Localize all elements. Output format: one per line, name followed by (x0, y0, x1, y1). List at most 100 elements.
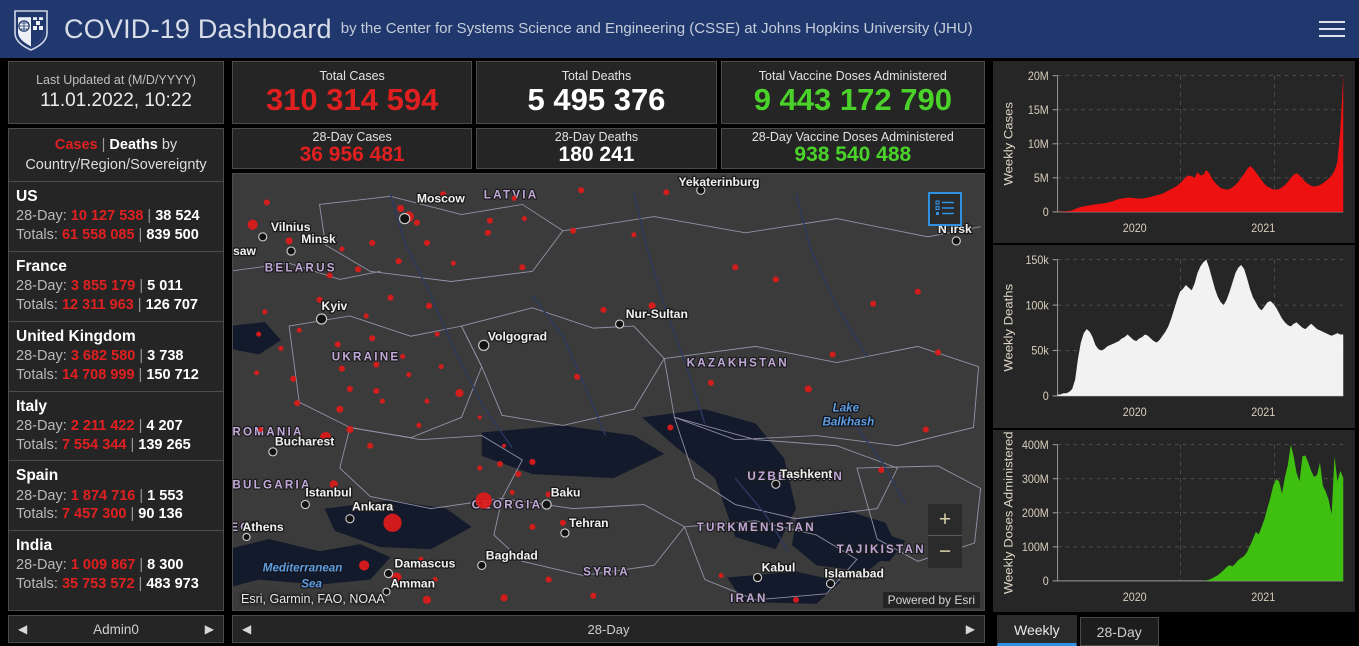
country-28day-deaths: 4 207 (146, 417, 183, 434)
country-list-item[interactable]: US 28-Day: 10 127 538 | 38 524 Totals: 61 … (9, 181, 223, 251)
period-prev-arrow-icon[interactable]: ◀ (242, 622, 252, 636)
map-zoom-controls[interactable]: + − (928, 504, 962, 568)
stat-box[interactable]: Total Vaccine Doses Administered 9 443 17… (720, 61, 985, 124)
chart-weekly-deaths[interactable]: 0 50k 100k 150k 2020 2021 Weekly Deaths (993, 245, 1355, 428)
hamburger-menu-icon[interactable] (1319, 16, 1345, 42)
stat-label: 28-Day Cases (312, 130, 392, 145)
legend-list-icon (935, 200, 954, 215)
map-label-syria: SYRIA (583, 566, 630, 579)
country-total-deaths: 150 712 (146, 366, 199, 383)
heading-deaths-label: Deaths (109, 137, 158, 153)
page-title: COVID-19 Dashboard (64, 13, 332, 44)
map-period-bar[interactable]: ◀ 28-Day ▶ (232, 615, 985, 643)
stat-value: 9 443 172 790 (753, 81, 952, 117)
map-label-romania: ROMANIA (233, 426, 304, 439)
tab-weekly[interactable]: Weekly (997, 614, 1077, 646)
country-total-deaths: 126 707 (145, 296, 198, 313)
svg-text:2021: 2021 (1251, 407, 1275, 419)
svg-text:2020: 2020 (1123, 591, 1147, 603)
country-28day-deaths: 5 011 (147, 278, 183, 295)
admin-next-arrow-icon[interactable]: ▶ (204, 622, 214, 636)
admin-prev-arrow-icon[interactable]: ◀ (18, 622, 28, 636)
country-28day-line: 28-Day: 1 874 716 | 1 553 (16, 487, 184, 504)
map-label-tehran: Tehran (569, 516, 609, 530)
map-zoom-in-button[interactable]: + (928, 504, 962, 536)
last-updated-label: Last Updated at (M/D/YYYY) (36, 73, 196, 87)
admin-level-bar[interactable]: ◀ Admin0 ▶ (8, 615, 224, 643)
stat-value: 310 314 594 (265, 81, 439, 117)
map-label-baku: Baku (551, 485, 581, 499)
chart-weekly-cases[interactable]: 0 5M 10M 15M 20M 2020 2021 Weekly Cases (993, 61, 1355, 244)
country-totals-line: Totals: 12 311 963 | 126 707 (16, 296, 198, 313)
country-28day-line: 28-Day: 1 009 867 | 8 300 (16, 557, 184, 574)
map-label-uzbekistan: UZBEKISTAN (747, 470, 844, 483)
svg-text:Weekly Cases: Weekly Cases (1002, 102, 1016, 185)
map-label-tashkent: Tashkent (780, 467, 832, 481)
country-totals-line: Totals: 7 457 300 | 90 136 (16, 506, 183, 523)
country-28day-cases: 2 211 422 (70, 417, 135, 434)
page-subtitle: by the Center for Systems Science and En… (340, 19, 973, 37)
stat-box[interactable]: 28-Day Vaccine Doses Administered 938 540… (720, 128, 985, 169)
map-label-kyiv: Kyiv (322, 299, 348, 313)
map-label-belarus: BELARUS (265, 261, 337, 274)
chart-weekly-doses[interactable]: 0 100M 200M 300M 400M 2020 2021 Weekly Doses Ad… (993, 429, 1355, 612)
tab-28-day[interactable]: 28-Day (1079, 616, 1159, 646)
map-zoom-out-button[interactable]: − (938, 540, 952, 563)
stat-box[interactable]: Total Deaths 5 495 376 (476, 61, 717, 124)
country-totals-line: Totals: 7 554 344 | 139 265 (16, 436, 191, 453)
country-list-item[interactable]: France 28-Day: 3 855 179 | 5 011 Totals: 1… (9, 250, 223, 321)
country-list[interactable]: US 28-Day: 10 127 538 | 38 524 Totals: 61 … (9, 181, 223, 610)
period-label: 28-Day (587, 621, 630, 637)
map-canvas[interactable]: LATVIA BELARUS UKRAINE ROMANIA BULGARIA … (233, 174, 984, 610)
covid-map[interactable]: LATVIA BELARUS UKRAINE ROMANIA BULGARIA … (232, 173, 985, 611)
map-legend-button[interactable] (928, 192, 962, 226)
map-label-yekaterinburg: Yekaterinburg (678, 175, 759, 189)
stat-value: 5 495 376 (527, 81, 666, 117)
map-label-lake-balkhash-2: Balkhash (822, 415, 874, 428)
svg-text:0: 0 (1043, 391, 1049, 403)
country-28day-cases: 1 874 716 (70, 487, 136, 504)
country-list-item[interactable]: Italy 28-Day: 2 211 422 | 4 207 Totals: 7 … (9, 390, 223, 461)
country-total-deaths: 839 500 (146, 227, 199, 244)
country-28day-cases: 10 127 538 (70, 208, 144, 225)
period-next-arrow-icon[interactable]: ▶ (965, 622, 975, 636)
country-28day-cases: 3 682 580 (70, 347, 136, 364)
svg-text:0: 0 (1043, 207, 1049, 219)
map-label-bucharest: Bucharest (275, 435, 334, 449)
last-updated-box: Last Updated at (M/D/YYYY) 11.01.2022, 1… (8, 61, 224, 124)
country-list-item[interactable]: United Kingdom 28-Day: 3 682 580 | 3 738 T… (9, 320, 223, 391)
map-label-minsk: Minsk (301, 232, 336, 246)
country-total-cases: 12 311 963 (61, 296, 134, 313)
country-list-item[interactable]: Spain 28-Day: 1 874 716 | 1 553 Totals: 7 … (9, 460, 223, 530)
country-28day-line: 28-Day: 10 127 538 | 38 524 (16, 208, 200, 225)
country-28day-deaths: 38 524 (155, 208, 200, 225)
map-label-tajikistan: TAJIKISTAN (837, 543, 926, 556)
stat-box[interactable]: Total Cases 310 314 594 (232, 61, 473, 124)
country-list-panel: Cases | Deaths by Country/Region/Soverei… (8, 128, 224, 611)
map-label-greece: ECE (233, 521, 261, 534)
heading-by-label: by (161, 137, 178, 153)
country-list-item[interactable]: India 28-Day: 1 009 867 | 8 300 Totals: 35… (9, 530, 223, 600)
svg-text:5M: 5M (1034, 173, 1049, 185)
charts-column: 0 5M 10M 15M 20M 2020 2021 Weekly Cases 0 50k 100… (989, 58, 1359, 646)
map-label-moscow: Moscow (417, 191, 465, 205)
country-totals-line: Totals: 35 753 572 | 483 973 (16, 576, 199, 593)
stat-box[interactable]: 28-Day Deaths 180 241 (476, 128, 717, 169)
chart-tab-bar[interactable]: Weekly 28-Day (993, 614, 1355, 646)
country-28day-deaths: 1 553 (147, 487, 184, 504)
stat-label: Total Cases (319, 68, 385, 83)
map-label-nur-sultan: Nur-Sultan (626, 307, 688, 321)
country-total-cases: 14 708 999 (61, 366, 135, 383)
stat-label: 28-Day Deaths (554, 130, 639, 145)
heading-separator: | (101, 137, 106, 153)
country-28day-cases: 3 855 179 (70, 278, 136, 295)
map-label-baghdad: Baghdad (486, 548, 538, 562)
chart-svg: 0 5M 10M 15M 20M 2020 2021 Weekly Cases (993, 61, 1355, 244)
country-total-cases: 7 457 300 (61, 506, 127, 523)
map-label-athens: Athens (242, 520, 283, 534)
jhu-shield-icon (14, 10, 48, 51)
country-28day-line: 28-Day: 3 855 179 | 5 011 (16, 278, 183, 295)
country-name: Italy (16, 397, 48, 415)
stat-box[interactable]: 28-Day Cases 36 956 481 (232, 128, 473, 169)
map-label-kabul: Kabul (762, 560, 796, 574)
